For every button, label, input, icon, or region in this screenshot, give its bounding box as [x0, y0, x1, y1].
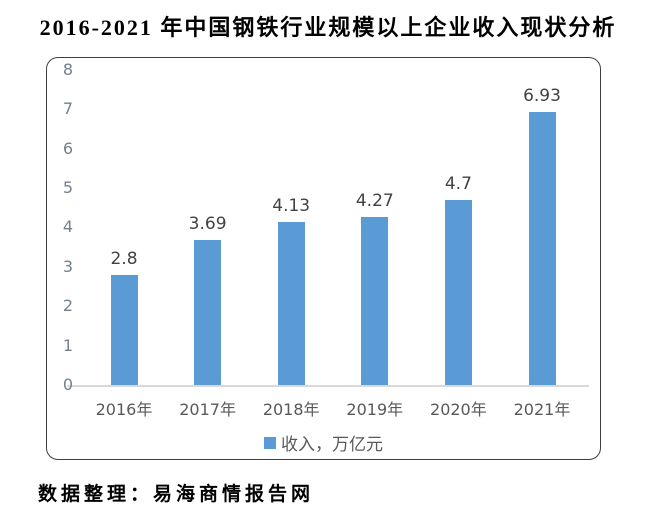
- bar-value-label: 2.8: [110, 249, 138, 269]
- y-tick-label: 4: [62, 217, 73, 237]
- x-category-label: 2018年: [262, 400, 320, 419]
- y-tick-label: 6: [62, 138, 73, 158]
- page-title: 2016-2021 年中国钢铁行业规模以上企业收入现状分析: [39, 15, 617, 40]
- x-category-label: 2019年: [346, 400, 404, 419]
- bar: [361, 217, 389, 385]
- source-note: 数据整理：易海商情报告网: [38, 484, 315, 505]
- y-tick-label: 0: [62, 375, 73, 394]
- bar: [110, 275, 138, 385]
- bar-value-label: 4.27: [355, 191, 394, 211]
- y-tick-label: 7: [62, 99, 73, 119]
- bar-value-label: 4.7: [444, 174, 472, 194]
- y-tick-label: 8: [62, 59, 73, 79]
- x-category-label: 2021年: [513, 400, 571, 419]
- y-tick-label: 1: [62, 335, 73, 355]
- x-axis-line: [67, 385, 589, 387]
- legend-label: 收入，万亿元: [281, 435, 383, 455]
- y-tick-label: 3: [62, 256, 73, 276]
- bar-value-label: 4.13: [272, 196, 311, 216]
- bar: [277, 222, 305, 385]
- bar: [444, 200, 472, 385]
- legend: 收入，万亿元: [47, 430, 600, 455]
- x-category-label: 2016年: [95, 400, 153, 419]
- bar-value-label: 6.93: [523, 86, 561, 106]
- bar: [528, 112, 556, 385]
- x-category-label: 2020年: [430, 400, 487, 419]
- x-category-label: 2017年: [179, 400, 236, 419]
- bar-value-label: 3.69: [188, 214, 227, 234]
- y-tick-label: 2: [62, 296, 73, 316]
- legend-swatch-icon: [264, 436, 276, 449]
- chart-frame: 收入，万亿元 0 1 2 3 4 5 6 7 8 2.8 2016年 3.69 2017年 4.13 201…: [46, 57, 601, 460]
- y-tick-label: 5: [62, 178, 73, 197]
- bar: [194, 240, 222, 385]
